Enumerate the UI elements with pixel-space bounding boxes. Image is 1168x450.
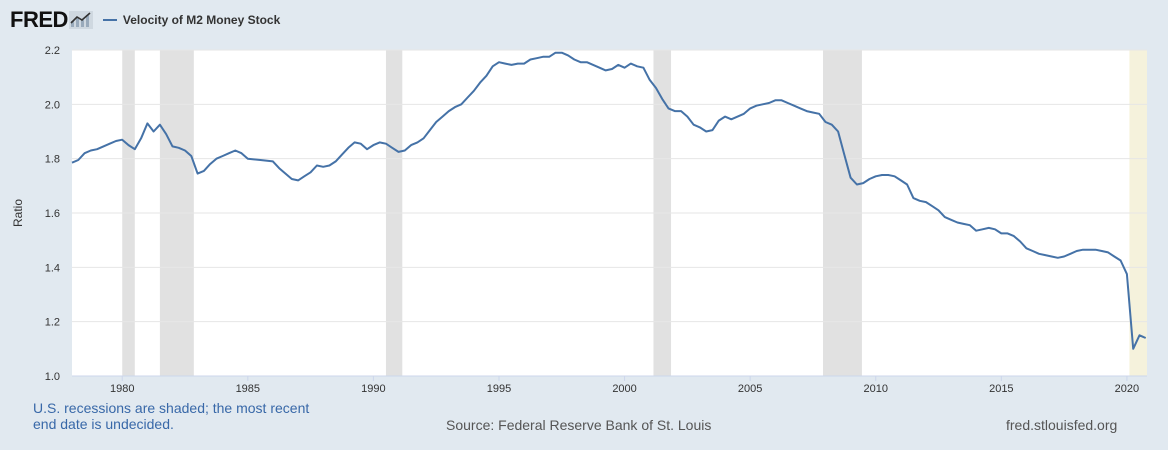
logo-chart-icon <box>68 11 93 29</box>
y-axis-label: Ratio <box>11 199 25 227</box>
y-tick-label: 1.8 <box>45 154 60 166</box>
x-tick-label: 2005 <box>738 383 762 395</box>
y-tick-label: 2.0 <box>45 99 60 111</box>
legend[interactable]: Velocity of M2 Money Stock <box>102 13 281 27</box>
y-tick-label: 1.4 <box>45 262 60 274</box>
y-tick-label: 1.2 <box>45 317 60 329</box>
x-axis-ticks: 1980 1985 1990 1995 2000 2005 2010 2015 2020 <box>72 375 1147 395</box>
logo-text: FRED <box>10 7 68 32</box>
x-tick-label: 2015 <box>989 383 1013 395</box>
x-tick-label: 1985 <box>236 383 260 395</box>
y-tick-label: 1.0 <box>45 371 60 383</box>
site-link[interactable]: fred.stlouisfed.org <box>1006 417 1118 433</box>
x-tick-label: 2000 <box>612 383 636 395</box>
y-axis-ticks: 1.0 1.2 1.4 1.6 1.8 2.0 2.2 <box>45 45 60 383</box>
series-line-velocity-m2[interactable] <box>71 51 1147 350</box>
chart-header: FRED Velocity of M2 Money Stock <box>10 6 280 34</box>
legend-label: Velocity of M2 Money Stock <box>122 13 281 27</box>
y-tick-label: 1.6 <box>45 208 60 220</box>
x-tick-label: 1995 <box>487 383 511 395</box>
y-tick-label: 2.2 <box>45 45 60 57</box>
chart-svg: 1.0 1.2 1.4 1.6 1.8 2.0 2.2 1980 1985 1990 1995 20… <box>11 45 1147 395</box>
recession-note: U.S. recessions are shaded; the most rec… <box>33 400 310 432</box>
source-text: Source: Federal Reserve Bank of St. Loui… <box>446 417 712 433</box>
gridlines <box>72 49 1147 323</box>
x-tick-label: 1980 <box>110 383 134 395</box>
x-tick-label: 1990 <box>361 383 385 395</box>
fred-logo[interactable]: FRED <box>10 7 93 33</box>
x-tick-label: 2010 <box>863 383 887 395</box>
legend-line-swatch <box>102 19 117 21</box>
x-tick-label: 2020 <box>1115 383 1139 395</box>
